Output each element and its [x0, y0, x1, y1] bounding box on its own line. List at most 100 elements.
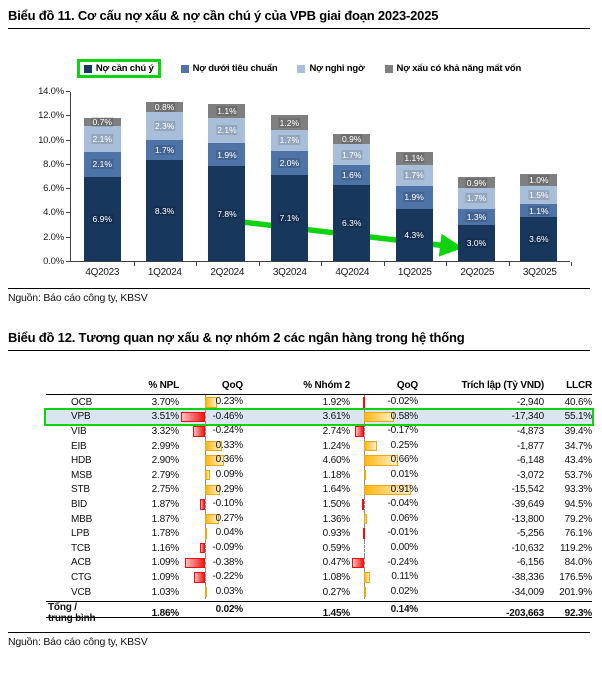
bank-name: LPB	[71, 528, 90, 540]
qoq-value: -0.09%	[212, 541, 244, 553]
qoq-cell: 0.11%	[350, 570, 442, 585]
x-axis-label: 3Q2024	[272, 267, 307, 278]
bank-name: OCB	[71, 396, 93, 408]
nhom2-value: 0.93%	[322, 528, 351, 540]
npl-value: 1.87%	[151, 513, 180, 525]
y-tick-label: 12.0%	[38, 110, 64, 122]
databar-axis	[364, 540, 365, 556]
bar-segment-label: 4.3%	[403, 229, 425, 240]
bar-segment-label: 3.6%	[528, 234, 550, 245]
bank-name: MBB	[71, 513, 93, 525]
databar-axis	[364, 497, 365, 512]
y-tickmark	[66, 188, 70, 190]
y-tick-label: 4.0%	[43, 207, 64, 219]
qoq-value: -0.02%	[387, 396, 419, 407]
qoq-cell: 0.33%	[179, 438, 274, 454]
total-nhom2: 1.45%	[322, 607, 351, 619]
bar-segment-label: 1.7%	[153, 144, 176, 155]
qoq-cell: -0.38%	[179, 555, 274, 571]
bar-segment-label: 1.7%	[278, 135, 300, 146]
bar-segment-label: 0.9%	[465, 177, 488, 188]
qoq-cell: 0.04%	[179, 526, 274, 541]
legend-item: Nợ dưới tiêu chuẩn	[180, 63, 278, 74]
qoq-value: -0.04%	[387, 498, 419, 510]
negative-databar	[362, 397, 365, 408]
trich-lap-value: -10,632	[511, 542, 544, 554]
qoq-cell: -0.10%	[179, 497, 274, 512]
header-nhom2-qoq: QoQ	[396, 380, 418, 391]
table-total-row: Tổng / trung bình 1.86% 0.02% 1.45% 0.14…	[46, 601, 592, 624]
bar-column: 8.3% 1.7% 2.3% 0.8%	[133, 92, 195, 261]
legend-item: Nợ nghi ngờ	[297, 63, 365, 74]
qoq-cell: 0.01%	[350, 467, 442, 483]
bar-segment-label: 1.1%	[216, 106, 238, 117]
trich-lap-value: -4,873	[516, 425, 544, 437]
positive-databar	[205, 455, 224, 466]
negative-databar	[199, 499, 205, 510]
bar-segment: 1.1%	[208, 104, 246, 118]
qoq-value: 0.33%	[215, 439, 244, 451]
bar-segment: 2.3%	[146, 111, 184, 140]
bank-table: % NPL QoQ % Nhóm 2 QoQ Trích lập (Tỷ VND…	[44, 377, 594, 624]
qoq-value: 0.06%	[390, 512, 419, 524]
trich-lap-value: -5,256	[516, 528, 544, 540]
bar-column: 7.1% 2.0% 1.7% 1.2%	[258, 92, 320, 261]
positive-databar	[364, 411, 395, 423]
x-axis-label: 4Q2024	[335, 267, 370, 278]
bar-column: 3.6% 1.1% 1.5% 1.0%	[508, 92, 570, 261]
qoq-value: -0.17%	[387, 425, 419, 437]
legend-label: Nợ dưới tiêu chuẩn	[192, 63, 278, 74]
bar-segment: 0.7%	[83, 116, 121, 127]
npl-value: 2.90%	[151, 455, 180, 467]
llcr-value: 176.5%	[559, 571, 592, 583]
llcr-value: 40.6%	[564, 396, 593, 408]
nhom2-value: 4.60%	[322, 455, 351, 467]
qoq-value: 0.03%	[215, 585, 244, 597]
bar-segment: 1.9%	[395, 185, 433, 209]
y-axis: 0.0% 2.0% 4.0% 6.0% 8.0% 10.0% 12.0% 14.0%	[30, 86, 70, 267]
bar-segment: 0.9%	[457, 177, 495, 189]
negative-databar	[193, 572, 205, 583]
y-tick-label: 8.0%	[43, 158, 64, 170]
qoq-cell: 0.66%	[350, 453, 442, 468]
trich-lap-value: -39,649	[511, 498, 544, 510]
llcr-value: 43.4%	[564, 455, 593, 467]
qoq-value: 0.00%	[390, 541, 419, 553]
qoq-value: -0.10%	[212, 498, 244, 510]
positive-databar	[205, 469, 210, 481]
stacked-bar: 7.8% 1.9% 2.1% 1.1%	[208, 104, 246, 261]
bar-column: 6.9% 2.1% 2.1% 0.7%	[71, 92, 133, 261]
bank-name: VPB	[71, 411, 91, 423]
qoq-value: -0.38%	[212, 556, 244, 568]
qoq-value: 0.58%	[390, 410, 419, 422]
llcr-value: 55.1%	[564, 411, 593, 423]
qoq-cell: 0.29%	[179, 482, 274, 498]
x-axis-label: 1Q2025	[397, 267, 432, 278]
nhom2-value: 0.27%	[322, 586, 351, 598]
llcr-value: 79.2%	[564, 513, 593, 525]
bar-segment-label: 6.9%	[91, 214, 113, 225]
bar-segment: 1.7%	[333, 144, 371, 166]
npl-value: 3.51%	[151, 411, 180, 423]
npl-value: 3.32%	[151, 425, 180, 437]
bar-segment: 1.7%	[457, 188, 495, 209]
nhom2-value: 1.24%	[322, 440, 351, 452]
table-row: CTG 1.09% -0.22% 1.08% 0.11% -38,336 176.5%	[46, 570, 592, 585]
bar-segment: 3.6%	[520, 217, 558, 261]
positive-databar	[364, 572, 370, 583]
databar-axis	[205, 497, 206, 512]
qoq-value: 0.25%	[390, 439, 419, 451]
bank-table-body: OCB 3.70% 0.23% 1.92% -0.02% -2,940 40.6% VPB 3.…	[44, 395, 594, 600]
y-tick-label: 0.0%	[43, 256, 64, 267]
qoq-value: -0.24%	[212, 425, 244, 437]
npl-value: 2.75%	[151, 484, 180, 496]
nhom2-value: 2.74%	[322, 425, 351, 437]
x-axis-label: 4Q2023	[85, 267, 120, 278]
trich-lap-value: -17,340	[511, 411, 544, 423]
total-nhom2-qoq: 0.14%	[390, 604, 419, 616]
databar-axis	[205, 409, 206, 425]
bar-segment-label: 1.5%	[528, 189, 550, 200]
bar-segment: 1.5%	[520, 185, 558, 204]
trich-lap-value: -34,009	[511, 586, 544, 598]
nhom2-value: 1.92%	[322, 396, 351, 408]
